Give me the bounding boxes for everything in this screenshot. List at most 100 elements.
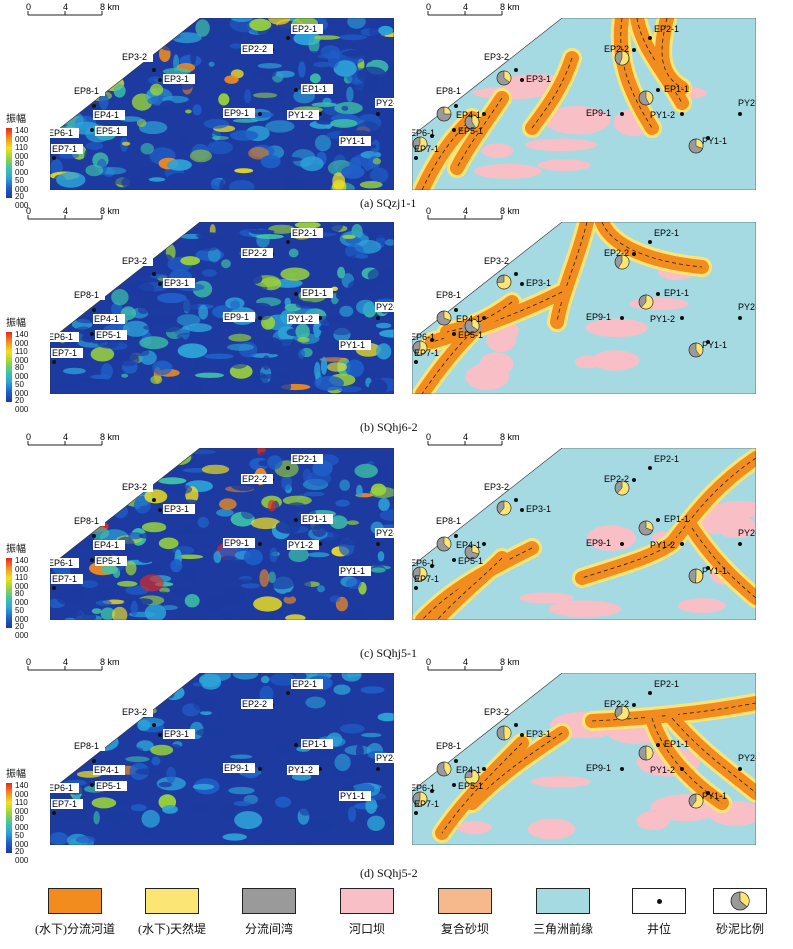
amplitude-patch [146, 460, 163, 466]
amplitude-patch [263, 838, 271, 843]
amplitude-patch [122, 320, 150, 337]
well-dot-icon [152, 272, 156, 276]
amplitude-patch [123, 673, 131, 679]
well-label: EP8-1 [74, 290, 99, 300]
well-dot-icon [520, 282, 524, 286]
well-dot-icon [376, 316, 380, 320]
amplitude-patch [56, 171, 86, 188]
amplitude-patch [356, 449, 371, 462]
amplitude-patch [51, 532, 66, 550]
amplitude-patch [372, 158, 381, 165]
amplitude-patch [55, 588, 82, 605]
amplitude-patch [54, 675, 74, 682]
scale-label: 4 [63, 206, 68, 216]
well-label: EP5-1 [96, 781, 121, 791]
legend-swatch-composite-bar [438, 888, 492, 914]
amplitude-patch [50, 516, 66, 531]
amplitude-patch [141, 239, 164, 247]
well-label-box [223, 108, 255, 118]
colorbar-gradient [6, 332, 12, 402]
amplitude-patch [356, 540, 365, 547]
amplitude-patch [329, 515, 348, 529]
sand-ratio-pie [614, 480, 630, 496]
well-dot-icon [514, 723, 518, 727]
channel-axis-line [691, 527, 756, 599]
well-dot-icon [90, 332, 94, 336]
well-label-box [291, 228, 323, 238]
amplitude-patch [359, 181, 383, 189]
well-label: PY2-1 [376, 98, 394, 108]
well-label-box [241, 699, 273, 709]
well-dot-icon [706, 791, 710, 795]
amplitude-patch [56, 497, 69, 512]
amplitude-patch [284, 592, 294, 598]
amplitude-patch [176, 314, 201, 327]
amplitude-patch [268, 571, 276, 584]
amplitude-patch [319, 357, 349, 362]
amplitude-patch [50, 241, 63, 259]
amplitude-patch [170, 559, 183, 573]
amplitude-patch [128, 532, 143, 540]
amplitude-patch [85, 229, 103, 245]
well-label-box [301, 514, 333, 524]
amplitude-patch [267, 499, 276, 512]
amplitude-patch [84, 148, 92, 165]
amplitude-patch [154, 28, 161, 42]
well-label-box [73, 516, 105, 526]
well-dot-icon [430, 338, 434, 342]
amplitude-patch [111, 39, 120, 58]
well-label: PY1-1 [702, 791, 727, 801]
well-dot-icon [90, 783, 94, 787]
amplitude-patch [113, 84, 126, 98]
amplitude-patch [52, 75, 68, 82]
amplitude-patch [273, 742, 290, 754]
amplitude-patch [243, 549, 263, 566]
well-label-box [301, 288, 333, 298]
amplitude-patch [158, 477, 187, 485]
amplitude-patch [103, 703, 123, 720]
well-label-box [301, 84, 333, 94]
well-label: PY1-1 [702, 566, 727, 576]
amplitude-patch [262, 542, 271, 547]
amplitude-patch [150, 29, 174, 40]
well-label: EP7-1 [52, 799, 77, 809]
well-label: PY1-2 [650, 765, 675, 775]
amplitude-patch [135, 768, 159, 775]
well-label: EP2-2 [604, 699, 629, 709]
amplitude-patch [121, 141, 131, 146]
colorbar-label: 20 000 [15, 622, 29, 640]
amplitude-patch [133, 349, 150, 357]
colorbar-label: 140 000 [15, 126, 29, 144]
amplitude-patch [182, 568, 196, 582]
well-label-box [50, 332, 79, 342]
amplitude-patch [221, 608, 235, 618]
well-label: EP2-1 [654, 24, 679, 34]
amplitude-patch [313, 61, 332, 68]
amplitude-patch [377, 712, 394, 722]
amplitude-patch [367, 475, 389, 484]
amplitude-patch [377, 551, 385, 562]
mouth-bar [527, 818, 576, 840]
amplitude-patch [109, 457, 117, 468]
amplitude-patch [221, 586, 247, 605]
mouth-bar [457, 821, 492, 835]
amplitude-patch [187, 449, 216, 455]
amplitude-patch [200, 710, 212, 716]
well-label-box [241, 474, 273, 484]
well-label-box [93, 765, 125, 775]
amplitude-patch [50, 300, 64, 313]
amplitude-patch [59, 450, 83, 464]
amplitude-patch [141, 809, 160, 828]
amplitude-patch [318, 324, 330, 332]
well-dot-icon [158, 733, 162, 737]
well-label-box [223, 763, 255, 773]
legend-item-well: 井位 [614, 888, 704, 937]
amplitude-patch [159, 100, 178, 116]
legend-item-bar: 河口坝 [322, 888, 412, 937]
well-label-box [339, 136, 371, 146]
well-label: EP1-1 [664, 739, 689, 749]
amplitude-patch [346, 351, 354, 357]
well-label: EP1-1 [302, 739, 327, 749]
well-label: EP3-2 [484, 52, 509, 62]
amplitude-patch [50, 30, 66, 43]
